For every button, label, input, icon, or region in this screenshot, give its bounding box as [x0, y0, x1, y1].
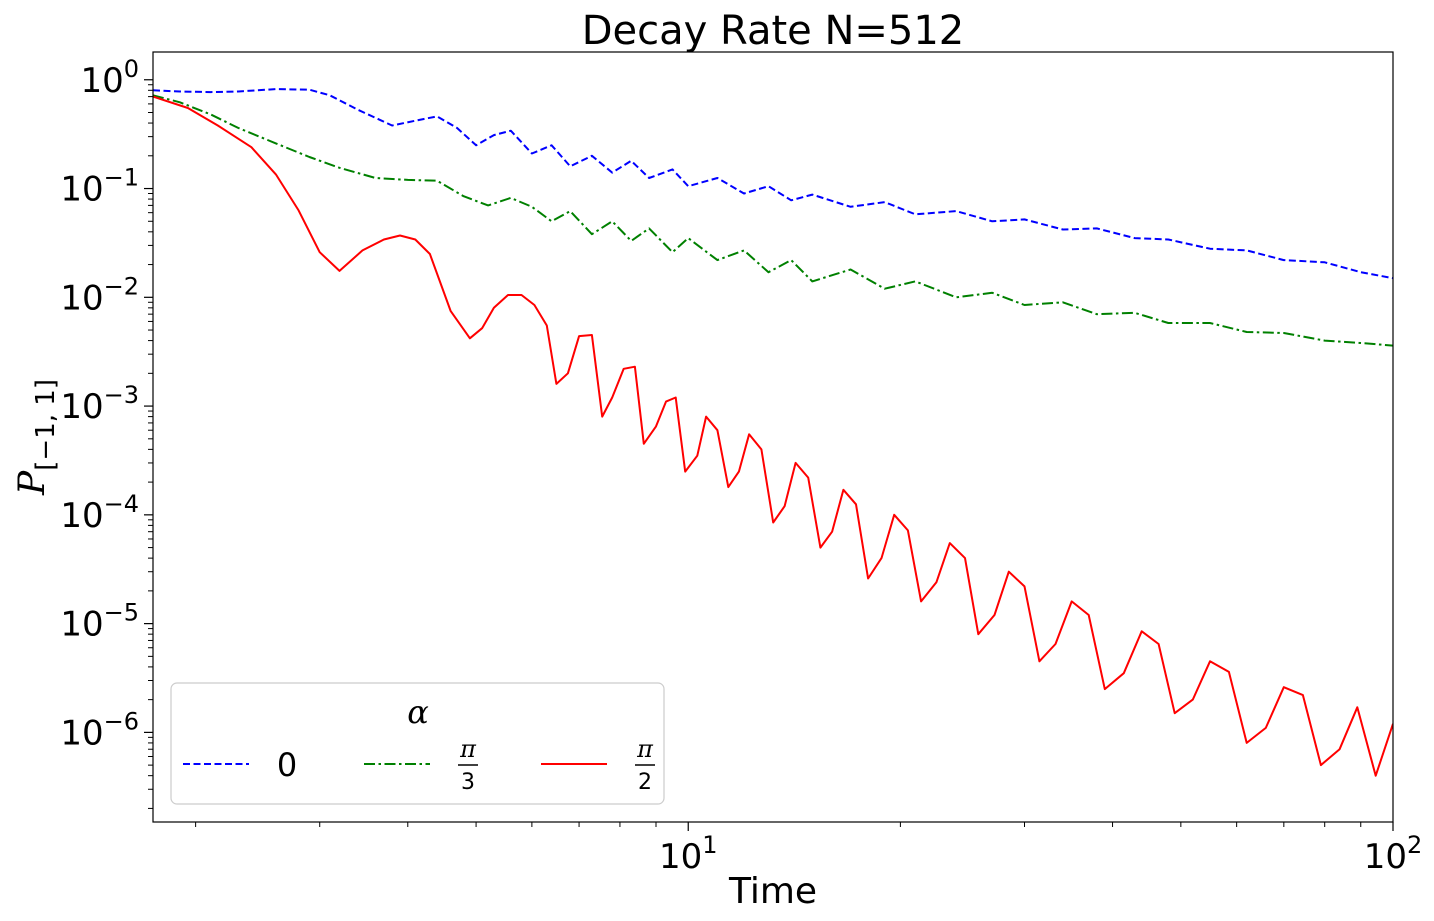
- y-tick-label-6: 10−5: [60, 599, 139, 645]
- y-axis-label-base: P: [12, 470, 53, 496]
- legend-label-numerator-2: π: [459, 735, 477, 763]
- series-line-1: [153, 88, 1393, 280]
- legend-box: [170, 682, 665, 805]
- tick-layer: 101 102 100 10−1 10−2 10−3 10−4 10−5 10−6: [60, 55, 1422, 877]
- x-tick-label-1: 101: [659, 831, 718, 877]
- y-axis-label: P[−1, 1]: [12, 379, 61, 496]
- legend-label-2: π3: [458, 735, 478, 795]
- y-tick-label-7: 10−6: [60, 707, 139, 753]
- legend-label-numerator-3: π: [636, 735, 654, 763]
- legend-title: α: [407, 693, 429, 731]
- y-tick-label-5: 10−4: [60, 490, 139, 536]
- legend-label-denominator-2: 3: [461, 770, 475, 795]
- chart-title: Decay Rate N=512: [582, 8, 965, 54]
- series-layer: [153, 88, 1393, 777]
- series-line-3: [153, 95, 1393, 777]
- y-tick-label-4: 10−3: [60, 381, 139, 427]
- y-tick-label-2: 10−1: [60, 164, 139, 210]
- legend-label-denominator-3: 2: [638, 770, 652, 795]
- x-tick-label-2: 102: [1364, 831, 1423, 877]
- legend-label-1: 0: [277, 746, 297, 784]
- y-axis-label-subscript: [−1, 1]: [31, 379, 61, 471]
- x-axis-label: Time: [728, 871, 817, 912]
- legend-label-3: π2: [635, 735, 655, 795]
- y-tick-label-1: 100: [80, 55, 139, 101]
- plot-frame: [152, 51, 1394, 823]
- svg-text:P[−1, 1]: P[−1, 1]: [12, 379, 61, 496]
- y-tick-label-3: 10−2: [60, 272, 139, 318]
